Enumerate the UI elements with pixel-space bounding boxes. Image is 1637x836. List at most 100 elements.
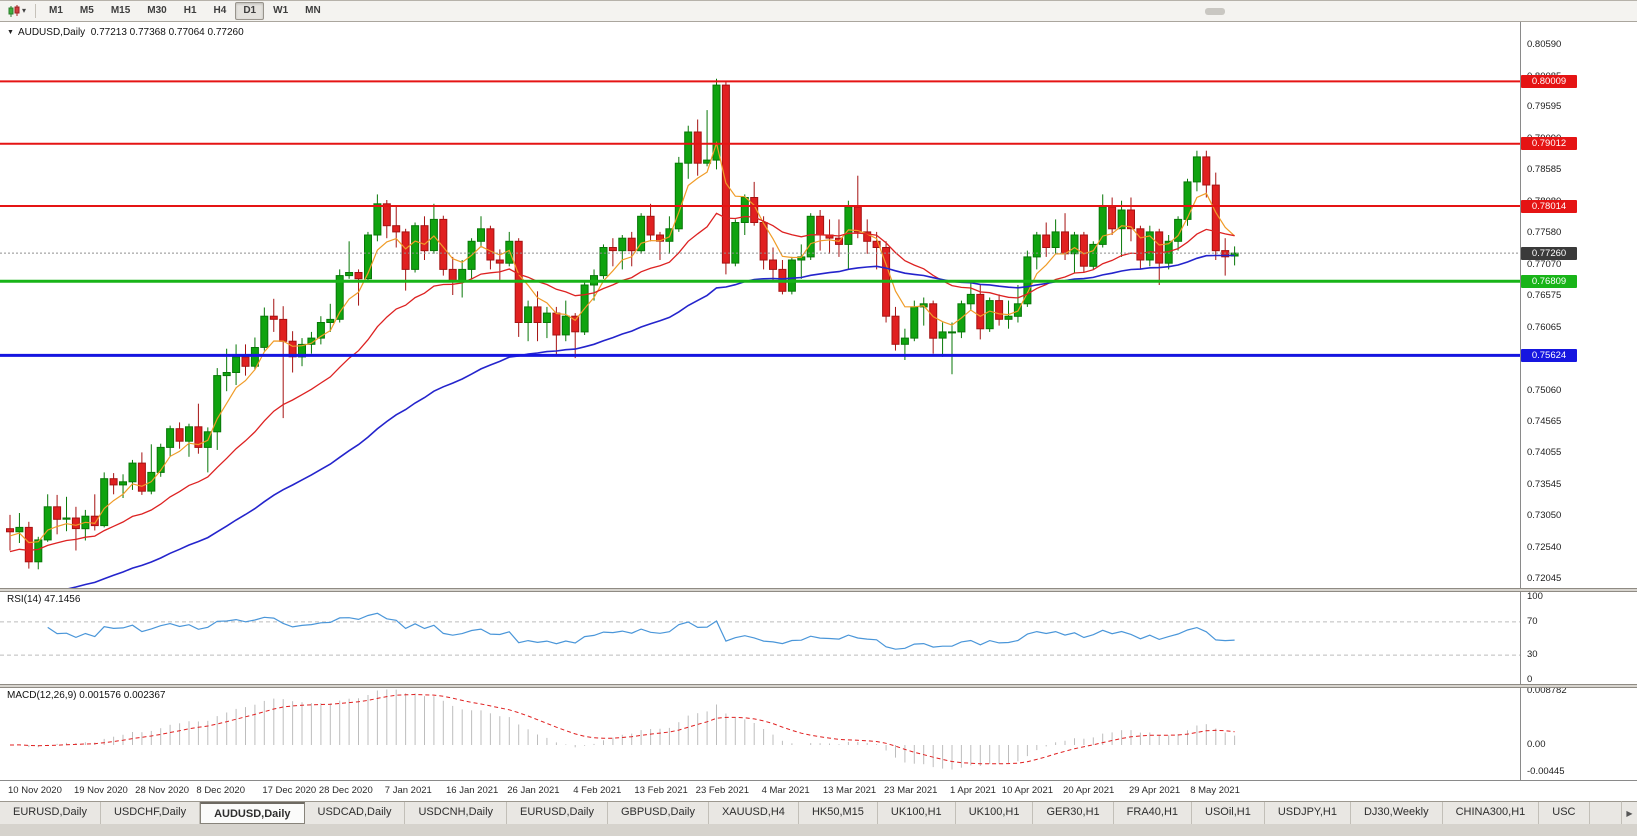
price-line-label: 0.75624	[1521, 348, 1577, 362]
tab-fra40-h1[interactable]: FRA40,H1	[1114, 802, 1193, 824]
horizontal-lines-layer[interactable]	[0, 80, 1520, 357]
date-label: 13 Feb 2021	[634, 785, 688, 796]
tab-usdcnh-daily[interactable]: USDCNH,Daily	[405, 802, 508, 824]
price-line-label: 0.79012	[1521, 137, 1577, 151]
tab-dj30-weekly[interactable]: DJ30,Weekly	[1351, 802, 1443, 824]
chart-menu-icon: ▼	[7, 29, 14, 36]
current-price-label: 0.77260	[1521, 246, 1577, 260]
candles-layer	[6, 78, 1239, 570]
price-tick: 0.77580	[1527, 227, 1562, 239]
bottom-filler	[0, 824, 1637, 836]
macd-tick: 0.008782	[1527, 685, 1567, 697]
tab-usc[interactable]: USC	[1539, 802, 1590, 824]
tab-usdcad-daily[interactable]: USDCAD,Daily	[305, 802, 406, 824]
chart-scrollbar-thumb[interactable]	[1205, 8, 1225, 15]
macd-tick: -0.00445	[1527, 766, 1565, 778]
moving-average-55	[68, 254, 1235, 588]
tab-scroll-right-button[interactable]: ▶	[1621, 801, 1637, 824]
price-tick: 0.78585	[1527, 164, 1562, 176]
macd-caption: MACD(12,26,9) 0.001576 0.002367	[7, 690, 165, 701]
timeframe-buttons: M1 M5 M15 M30 H1 H4 D1 W1 MN	[41, 2, 330, 20]
price-tick: 0.72540	[1527, 542, 1562, 554]
panel-splitter[interactable]	[0, 588, 1637, 592]
price-line-label: 0.76809	[1521, 274, 1577, 288]
macd-chart[interactable]	[0, 688, 1520, 780]
tab-audusd-daily[interactable]: AUDUSD,Daily	[200, 802, 305, 824]
moving-average-5	[9, 140, 1236, 544]
date-label: 8 Dec 2020	[196, 785, 245, 796]
timeframe-button-m1[interactable]: M1	[49, 5, 63, 16]
candlestick-chart-icon	[8, 4, 20, 17]
price-tick: 0.79595	[1527, 101, 1562, 113]
tab-hk50-m15[interactable]: HK50,M15	[799, 802, 878, 824]
macd-name: MACD(12,26,9)	[7, 690, 77, 701]
date-label: 7 Jan 2021	[384, 785, 432, 796]
rsi-chart[interactable]	[0, 592, 1520, 684]
macd-histogram	[18, 689, 1236, 770]
date-axis[interactable]: 10 Nov 2020 19 Nov 2020 28 Nov 2020 8 Dec 2…	[0, 780, 1637, 801]
date-label: 28 Nov 2020	[135, 785, 190, 796]
date-label: 13 Mar 2021	[822, 785, 877, 796]
price-tick: 0.74565	[1527, 415, 1562, 427]
timeframe-button-d1[interactable]: D1	[235, 2, 265, 20]
date-label: 26 Jan 2021	[507, 785, 560, 796]
price-axis[interactable]: 0.805900.800850.795950.790900.785850.780…	[1521, 1, 1637, 801]
date-label: 8 May 2021	[1190, 785, 1240, 796]
timeframe-button-h4[interactable]: H4	[213, 5, 227, 16]
date-label: 10 Apr 2021	[1001, 785, 1054, 796]
tab-eurusd-daily[interactable]: EURUSD,Daily	[0, 802, 101, 824]
date-label: 19 Nov 2020	[73, 785, 128, 796]
rsi-caption: RSI(14) 47.1456	[7, 594, 80, 605]
price-tick: 0.74055	[1527, 447, 1562, 459]
timeframe-button-m30[interactable]: M30	[147, 5, 167, 16]
price-tick: 0.72045	[1527, 572, 1562, 584]
tab-eurusd-daily[interactable]: EURUSD,Daily	[507, 802, 608, 824]
date-label: 10 Nov 2020	[8, 785, 62, 796]
toolbar-separator	[35, 4, 37, 18]
tab-ger30-h1[interactable]: GER30,H1	[1033, 802, 1114, 824]
macd-signal-line	[9, 693, 1235, 765]
rsi-tick: 70	[1527, 615, 1538, 627]
price-chart[interactable]	[0, 22, 1520, 588]
price-line-label: 0.80009	[1521, 74, 1577, 88]
price-tick: 0.76065	[1527, 321, 1562, 333]
timeframe-button-h1[interactable]: H1	[183, 5, 197, 16]
macd-values: 0.001576 0.002367	[79, 690, 166, 701]
date-label: 23 Feb 2021	[695, 785, 750, 796]
date-label: 17 Dec 2020	[262, 785, 317, 796]
tab-usdchf-daily[interactable]: USDCHF,Daily	[101, 802, 201, 824]
chevron-down-icon: ▾	[22, 6, 27, 15]
chart-caption: ▼ AUDUSD,Daily 0.77213 0.77368 0.77064 0.…	[7, 27, 244, 38]
rsi-tick: 100	[1527, 591, 1543, 602]
timeframe-button-m5[interactable]: M5	[79, 5, 94, 16]
toolbar: ▾ M1 M5 M15 M30 H1 H4 D1 W1 MN	[0, 1, 1637, 22]
macd-tick: 0.00	[1527, 739, 1546, 750]
panel-splitter[interactable]	[0, 684, 1637, 688]
tab-china300-h1[interactable]: CHINA300,H1	[1443, 802, 1540, 824]
date-label: 4 Feb 2021	[573, 785, 622, 796]
price-tick: 0.80590	[1527, 39, 1562, 51]
timeframe-button-w1[interactable]: W1	[273, 5, 289, 16]
tab-xauusd-h4[interactable]: XAUUSD,H4	[709, 802, 799, 824]
price-tick: 0.73050	[1527, 510, 1562, 522]
date-label: 4 Mar 2021	[761, 785, 810, 796]
tab-usdjpy-h1[interactable]: USDJPY,H1	[1265, 802, 1351, 824]
chart-tab-bar: EURUSD,Daily USDCHF,Daily AUDUSD,Daily USDC…	[0, 801, 1637, 824]
date-label: 16 Jan 2021	[446, 785, 499, 796]
tab-usoil-h1[interactable]: USOil,H1	[1192, 802, 1265, 824]
price-tick: 0.76575	[1527, 289, 1562, 301]
rsi-tick: 0	[1527, 674, 1533, 685]
moving-averages-layer	[9, 140, 1236, 588]
rsi-line	[47, 612, 1235, 650]
rsi-tick: 30	[1527, 649, 1538, 661]
date-label: 29 Apr 2021	[1128, 785, 1181, 796]
timeframe-button-m15[interactable]: M15	[110, 5, 131, 16]
date-label: 28 Dec 2020	[318, 785, 373, 796]
tab-uk100-h1[interactable]: UK100,H1	[956, 802, 1034, 824]
tab-uk100-h1[interactable]: UK100,H1	[878, 802, 956, 824]
timeframe-button-mn[interactable]: MN	[305, 5, 321, 16]
chart-type-button[interactable]: ▾	[4, 3, 30, 20]
tab-gbpusd-daily[interactable]: GBPUSD,Daily	[608, 802, 709, 824]
caption-symbol: AUDUSD,Daily	[17, 27, 86, 38]
